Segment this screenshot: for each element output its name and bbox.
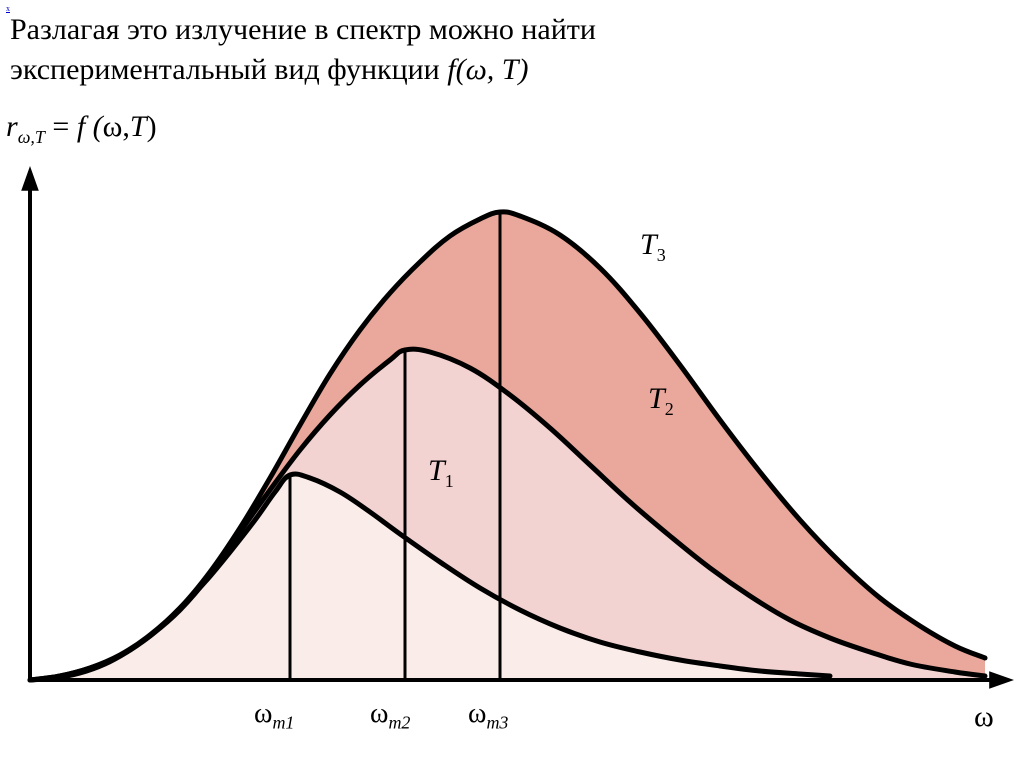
tick2-omega: ω: [370, 698, 388, 729]
tick3-omega: ω: [468, 698, 486, 729]
tick-label-1: ωm1: [254, 698, 294, 734]
T3-sub: 3: [657, 245, 666, 265]
tick1-sub: m1: [272, 713, 294, 733]
chart: [0, 0, 1024, 768]
axis-x-label: ω: [974, 700, 994, 734]
tick3-sub: m3: [486, 713, 508, 733]
tick-label-2: ωm2: [370, 698, 410, 734]
T1-letter: T: [428, 454, 445, 487]
T2-letter: T: [648, 382, 665, 415]
T3-letter: T: [640, 228, 657, 261]
tick2-sub: m2: [388, 713, 410, 733]
T1-sub: 1: [445, 471, 454, 491]
tick-label-3: ωm3: [468, 698, 508, 734]
curve-label-T2: T2: [648, 382, 674, 420]
curve-label-T1: T1: [428, 454, 454, 492]
T2-sub: 2: [665, 399, 674, 419]
page: { "text": { "corner_x": "x", "line1": "Р…: [0, 0, 1024, 768]
curve-label-T3: T3: [640, 228, 666, 266]
tick1-omega: ω: [254, 698, 272, 729]
